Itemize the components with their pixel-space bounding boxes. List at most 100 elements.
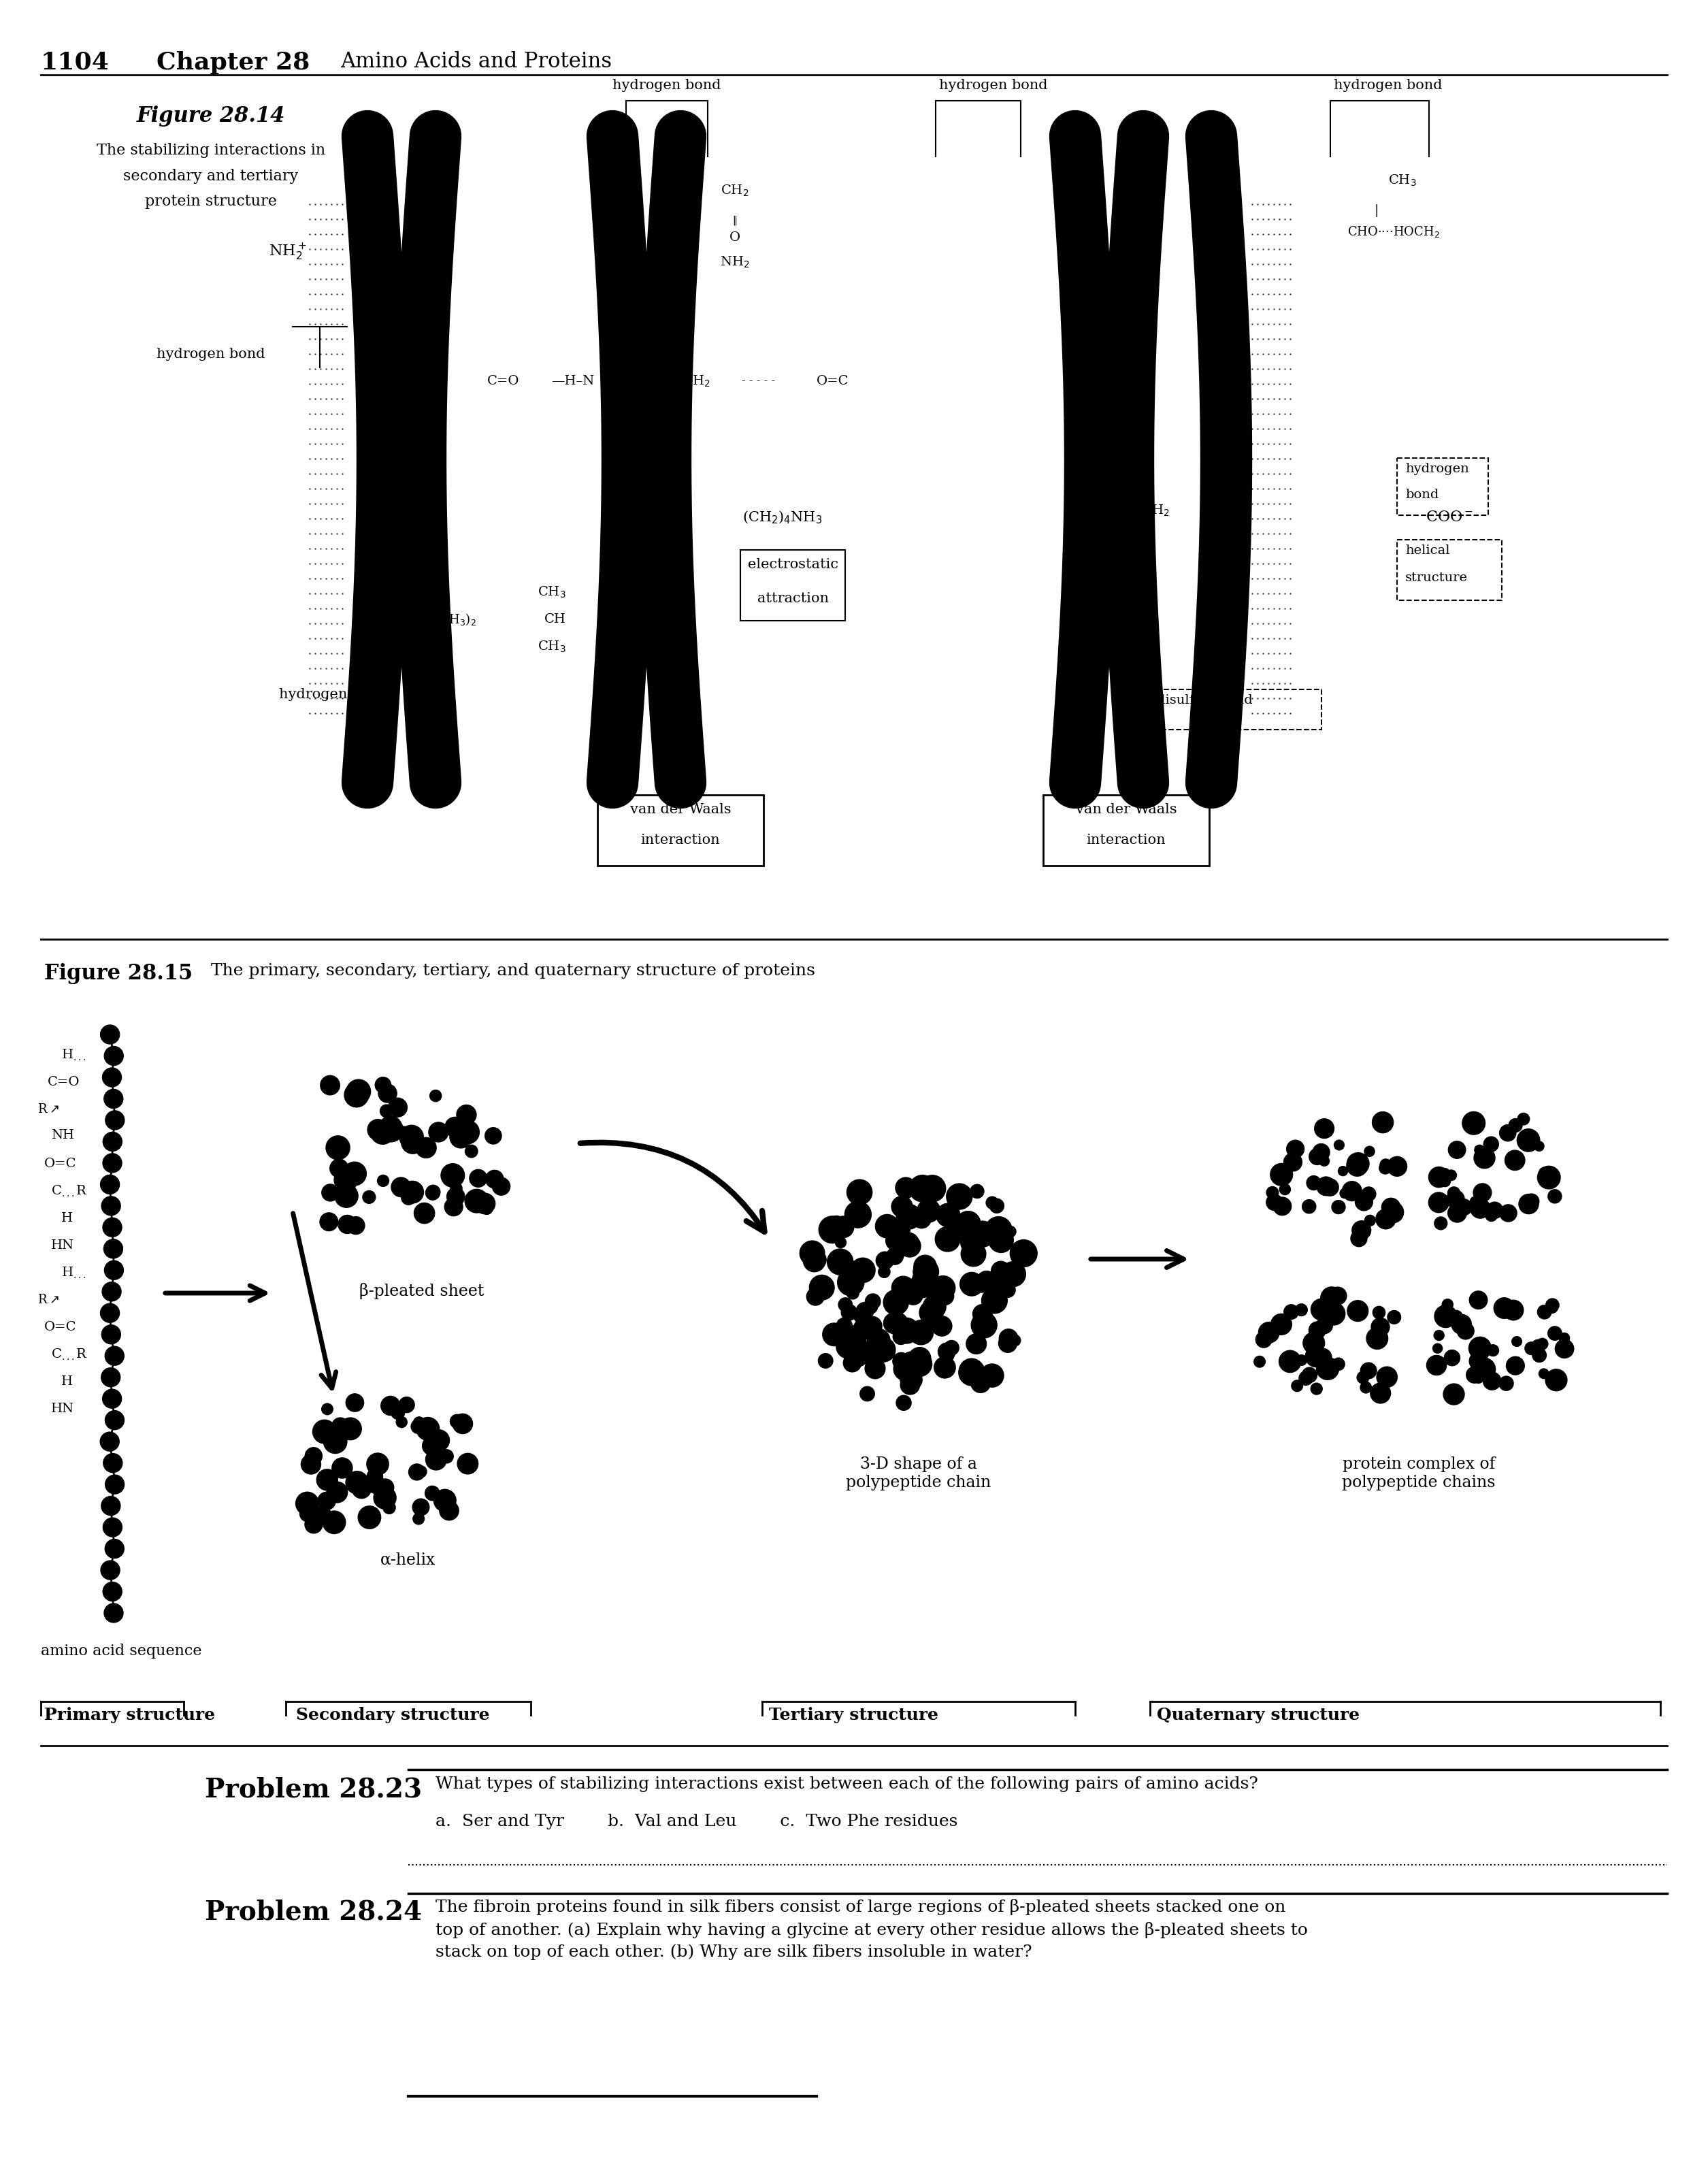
- Circle shape: [982, 1313, 992, 1324]
- Text: Secondary structure: Secondary structure: [295, 1708, 490, 1723]
- Circle shape: [898, 1232, 919, 1254]
- Text: O=C: O=C: [44, 1321, 77, 1332]
- Circle shape: [1517, 1129, 1541, 1151]
- Circle shape: [893, 1328, 909, 1345]
- Circle shape: [453, 1413, 473, 1433]
- Circle shape: [1448, 1186, 1460, 1199]
- Circle shape: [102, 1282, 121, 1302]
- Circle shape: [1508, 1118, 1522, 1131]
- Circle shape: [1349, 1304, 1363, 1317]
- Circle shape: [475, 1192, 495, 1214]
- Circle shape: [412, 1498, 429, 1516]
- Circle shape: [102, 1581, 121, 1601]
- Circle shape: [994, 1275, 1015, 1295]
- Text: HN: HN: [51, 1238, 73, 1251]
- Circle shape: [936, 1227, 960, 1251]
- Text: structure: structure: [1406, 572, 1467, 583]
- Circle shape: [912, 1210, 931, 1227]
- Circle shape: [304, 1516, 323, 1533]
- Circle shape: [847, 1286, 859, 1299]
- Circle shape: [427, 1186, 441, 1199]
- Text: Quaternary structure: Quaternary structure: [1156, 1708, 1360, 1723]
- Circle shape: [909, 1348, 931, 1369]
- Circle shape: [102, 1219, 121, 1236]
- Circle shape: [886, 1247, 904, 1265]
- Circle shape: [1457, 1321, 1474, 1339]
- Circle shape: [102, 1389, 121, 1409]
- Circle shape: [1305, 1345, 1327, 1367]
- Circle shape: [1534, 1142, 1544, 1151]
- Circle shape: [904, 1286, 922, 1304]
- Circle shape: [413, 1203, 434, 1223]
- Circle shape: [362, 1190, 376, 1203]
- Text: The stabilizing interactions in: The stabilizing interactions in: [97, 142, 325, 157]
- Text: |: |: [1375, 203, 1378, 216]
- Circle shape: [919, 1175, 946, 1201]
- Circle shape: [816, 1278, 834, 1297]
- Circle shape: [377, 1492, 389, 1505]
- Circle shape: [106, 1411, 125, 1431]
- Circle shape: [892, 1197, 912, 1216]
- Circle shape: [102, 1131, 121, 1151]
- Text: helical: helical: [1406, 544, 1450, 557]
- Circle shape: [359, 1507, 381, 1529]
- Circle shape: [844, 1341, 869, 1367]
- Circle shape: [1469, 1352, 1488, 1369]
- Circle shape: [1547, 1326, 1561, 1341]
- Circle shape: [1300, 1372, 1313, 1385]
- Circle shape: [379, 1116, 401, 1138]
- Circle shape: [408, 1463, 425, 1481]
- Circle shape: [1372, 1112, 1394, 1133]
- Circle shape: [900, 1372, 917, 1387]
- Text: CH$_3$: CH$_3$: [1389, 173, 1416, 188]
- Text: CH$_3$: CH$_3$: [1074, 592, 1103, 607]
- Circle shape: [991, 1262, 1011, 1280]
- Circle shape: [1382, 1201, 1404, 1223]
- Circle shape: [827, 1249, 854, 1275]
- Circle shape: [1486, 1201, 1503, 1219]
- Circle shape: [1266, 1186, 1278, 1199]
- Circle shape: [104, 1540, 125, 1557]
- Circle shape: [323, 1511, 345, 1533]
- Text: 3-D shape of a
polypeptide chain: 3-D shape of a polypeptide chain: [845, 1457, 991, 1489]
- Text: C$_{...}$R: C$_{...}$R: [51, 1348, 87, 1361]
- Circle shape: [1435, 1330, 1443, 1341]
- Text: C$_{...}$R: C$_{...}$R: [51, 1184, 87, 1199]
- Circle shape: [1307, 1175, 1320, 1190]
- Circle shape: [1517, 1114, 1529, 1125]
- Circle shape: [313, 1507, 331, 1527]
- Text: CH: CH: [545, 614, 565, 625]
- Circle shape: [1360, 1382, 1372, 1393]
- Text: Primary structure: Primary structure: [44, 1708, 215, 1723]
- Circle shape: [1354, 1192, 1373, 1210]
- Circle shape: [459, 1120, 473, 1133]
- Circle shape: [946, 1184, 972, 1210]
- Circle shape: [1351, 1230, 1366, 1247]
- Circle shape: [1486, 1208, 1498, 1219]
- Circle shape: [1546, 1299, 1559, 1313]
- Circle shape: [1284, 1153, 1301, 1171]
- Circle shape: [326, 1136, 350, 1160]
- Text: NH: NH: [51, 1129, 73, 1142]
- Text: electrostatic: electrostatic: [748, 559, 839, 570]
- Circle shape: [1301, 1367, 1317, 1382]
- Circle shape: [340, 1417, 362, 1439]
- Circle shape: [883, 1291, 909, 1315]
- Circle shape: [893, 1356, 917, 1380]
- Circle shape: [429, 1431, 449, 1450]
- Circle shape: [931, 1275, 955, 1299]
- Circle shape: [1259, 1321, 1279, 1343]
- Circle shape: [1317, 1177, 1336, 1195]
- Text: CH$_3$: CH$_3$: [538, 640, 565, 653]
- Circle shape: [1426, 1356, 1447, 1376]
- Circle shape: [851, 1258, 874, 1282]
- Circle shape: [1503, 1299, 1524, 1319]
- Circle shape: [1317, 1356, 1339, 1380]
- Circle shape: [950, 1216, 972, 1241]
- Circle shape: [970, 1374, 991, 1393]
- Circle shape: [837, 1269, 864, 1295]
- Circle shape: [1348, 1299, 1368, 1321]
- Circle shape: [379, 1118, 403, 1142]
- Circle shape: [936, 1203, 960, 1227]
- Text: C=O: C=O: [48, 1077, 80, 1088]
